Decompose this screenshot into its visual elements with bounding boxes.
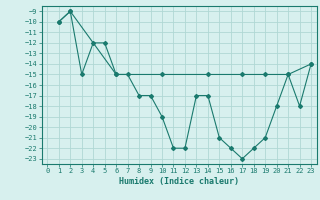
X-axis label: Humidex (Indice chaleur): Humidex (Indice chaleur) [119,177,239,186]
